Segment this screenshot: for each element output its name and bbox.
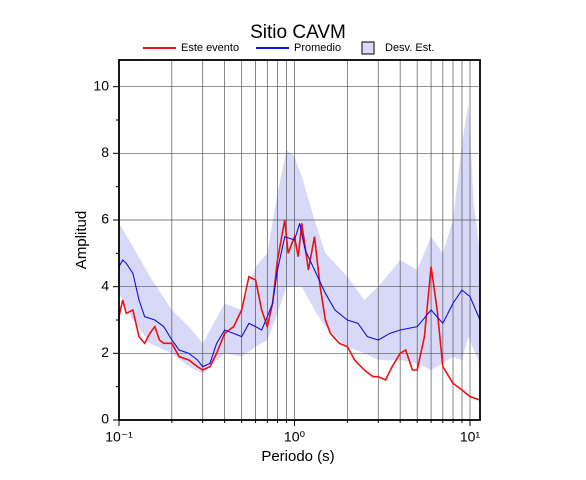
y-tick-label: 4 (101, 277, 109, 293)
series-line (118, 223, 481, 368)
x-axis-label: Periodo (s) (261, 448, 334, 465)
x-tick-label: 10¹ (460, 429, 481, 445)
y-tick-label: 8 (101, 144, 109, 160)
legend-label: Este evento (181, 42, 239, 54)
legend-label: Promedio (294, 42, 341, 54)
x-tick-label: 10⁰ (284, 429, 306, 445)
y-tick-label: 6 (101, 211, 109, 227)
y-tick-label: 2 (101, 344, 109, 360)
legend-label: Desv. Est. (385, 42, 434, 54)
plot-frame (118, 59, 481, 421)
chart-title: Sitio CAVM (250, 22, 346, 43)
x-tick-label: 10⁻¹ (105, 429, 133, 445)
y-axis-label: Amplitud (73, 211, 90, 269)
y-tick-label: 0 (101, 411, 109, 427)
y-tick-label: 10 (93, 77, 109, 93)
legend-swatch (361, 41, 375, 55)
series-line (118, 219, 481, 401)
